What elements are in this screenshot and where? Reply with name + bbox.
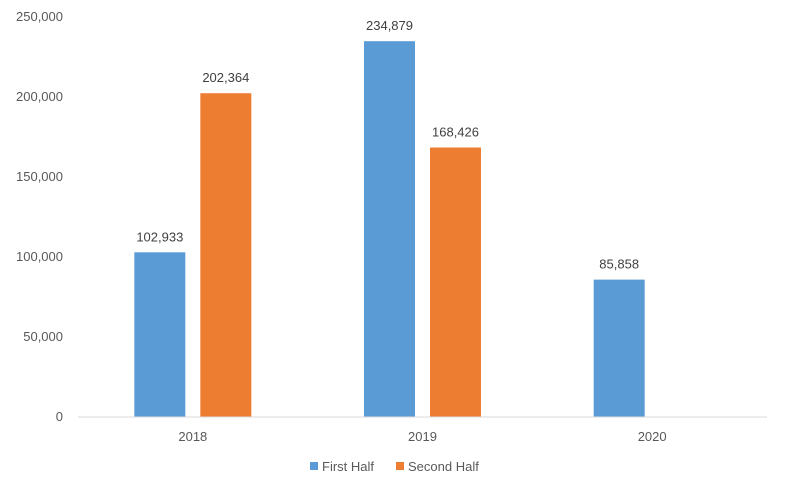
bar-first-half-2020 (593, 279, 645, 417)
y-tick-label: 50,000 (23, 329, 63, 344)
legend-label: Second Half (408, 459, 479, 474)
x-tick-label: 2018 (178, 429, 207, 444)
bar-second-half-2019 (430, 147, 481, 417)
bar-first-half-2019 (364, 41, 415, 417)
data-label: 234,879 (366, 18, 413, 33)
legend-label: First Half (322, 459, 374, 474)
data-labels: 102,933 202,364 234,879 168,426 85,858 (136, 18, 639, 271)
y-axis-ticks: 0 50,000 100,000 150,000 200,000 250,000 (16, 9, 63, 424)
legend-swatch (310, 462, 318, 470)
bar-first-half-2018 (134, 252, 186, 417)
x-tick-label: 2020 (638, 429, 667, 444)
data-label: 202,364 (202, 70, 249, 85)
data-label: 102,933 (136, 229, 183, 244)
y-tick-label: 250,000 (16, 9, 63, 24)
x-tick-label: 2019 (408, 429, 437, 444)
bars (134, 41, 645, 418)
legend-swatch (396, 462, 404, 470)
data-label: 168,426 (432, 125, 479, 140)
legend: First Half Second Half (310, 459, 479, 474)
bar-second-half-2018 (200, 93, 252, 418)
data-label: 85,858 (599, 257, 639, 272)
y-tick-label: 200,000 (16, 89, 63, 104)
y-tick-label: 150,000 (16, 169, 63, 184)
x-axis-ticks: 2018 2019 2020 (178, 429, 666, 444)
y-tick-label: 100,000 (16, 249, 63, 264)
y-tick-label: 0 (56, 409, 63, 424)
